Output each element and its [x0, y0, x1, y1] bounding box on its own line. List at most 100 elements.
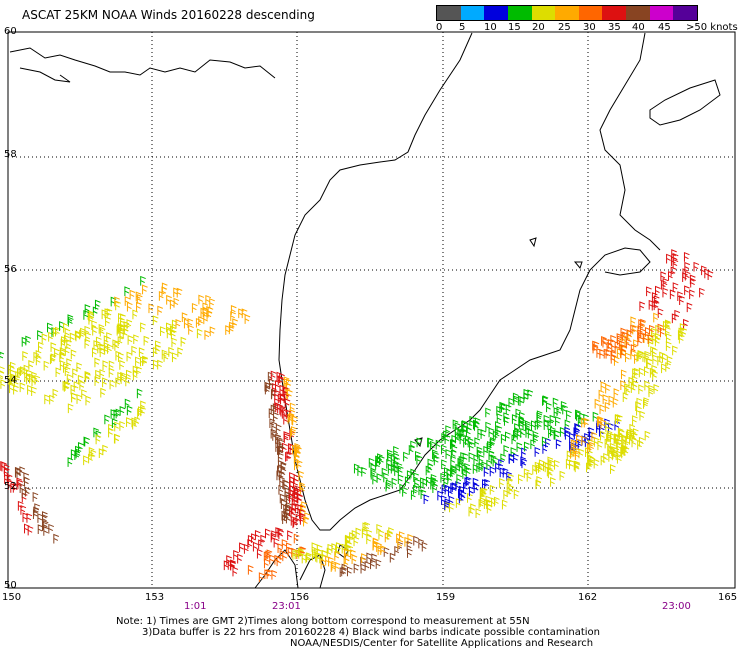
wind-barb [119, 360, 126, 370]
wind-barb [294, 446, 300, 457]
wind-barb [672, 282, 679, 292]
wind-barb [684, 261, 691, 272]
wind-barb [125, 376, 131, 387]
wind-barb [183, 318, 190, 329]
wind-barb [84, 304, 91, 314]
wind-barb [349, 532, 355, 542]
wind-barb [377, 453, 383, 464]
wind-barb [513, 453, 519, 464]
wind-barb [106, 308, 113, 318]
wind-barb [569, 459, 575, 470]
wind-barb [299, 512, 306, 523]
wind-barb [289, 402, 296, 413]
wind-barb [498, 459, 504, 469]
wind-barb [292, 492, 298, 502]
wind-barb [98, 324, 105, 334]
wind-barb [299, 482, 305, 492]
wind-barb [239, 542, 245, 553]
wind-barb [34, 374, 41, 385]
legend-tick: 35 [608, 22, 621, 33]
wind-barb [63, 322, 69, 333]
wind-barb [207, 306, 214, 317]
lat-label: 54 [4, 375, 17, 386]
wind-barb [171, 337, 178, 348]
legend-swatch [649, 6, 674, 20]
wind-barb [485, 407, 491, 418]
wind-barb [59, 347, 66, 357]
wind-barb [33, 351, 40, 362]
wind-barb [516, 429, 523, 440]
wind-barb [589, 441, 595, 452]
wind-barb [542, 461, 549, 472]
wind-barb [84, 338, 91, 349]
wind-barb [404, 476, 411, 487]
wind-barb [258, 572, 265, 582]
wind-barb [34, 503, 41, 513]
wind-barb [99, 369, 106, 379]
wind-barb [644, 327, 651, 337]
wind-barb [605, 383, 611, 394]
map-title: ASCAT 25KM NOAA Winds 20160228 descendin… [22, 8, 315, 22]
wind-barb [112, 339, 119, 350]
wind-barb [53, 533, 60, 544]
legend-tick: 45 [658, 22, 671, 33]
wind-barb [237, 553, 243, 564]
wind-barb [525, 427, 532, 438]
wind-barb [93, 427, 100, 438]
wind-barb [661, 363, 667, 374]
wind-barb [632, 415, 638, 425]
wind-barb [83, 309, 90, 320]
wind-barb [289, 472, 295, 482]
wind-barb [491, 497, 497, 508]
wind-barb [278, 445, 285, 455]
wind-barb [600, 381, 607, 392]
wind-barb [554, 459, 560, 470]
wind-barb [499, 478, 505, 488]
wind-barb [506, 487, 513, 497]
wind-barb [0, 379, 7, 389]
wind-barb [375, 559, 382, 569]
wind-barb [506, 478, 513, 489]
wind-barb [152, 315, 159, 326]
wind-barb [510, 447, 517, 457]
wind-barb [511, 414, 518, 424]
wind-barb [394, 545, 401, 556]
wind-barb [575, 409, 581, 420]
wind-barb [684, 285, 690, 296]
wind-barb [655, 285, 661, 296]
legend-swatch [578, 6, 603, 20]
wind-barb [169, 325, 176, 336]
wind-barb [100, 387, 106, 398]
wind-barb [383, 472, 389, 483]
wind-barb [286, 378, 292, 389]
wind-barb [102, 377, 108, 388]
wind-barb [632, 428, 639, 438]
wind-barb [385, 479, 392, 490]
wind-barb [588, 455, 594, 465]
wind-barb [270, 428, 277, 439]
wind-barb [689, 289, 695, 300]
wind-barb [639, 410, 646, 421]
wind-barb [393, 446, 399, 456]
wind-barb [225, 325, 231, 335]
wind-barb [555, 439, 562, 449]
wind-barb [622, 392, 629, 402]
wind-barb [43, 526, 50, 536]
wind-barb [59, 360, 66, 370]
wind-barb [516, 442, 523, 452]
wind-barb [99, 326, 106, 337]
wind-barb [660, 271, 667, 281]
wind-barb [180, 336, 187, 347]
lat-label: 52 [4, 481, 17, 492]
wind-barb [672, 345, 678, 356]
wind-barb [148, 303, 155, 314]
legend-tick: 25 [558, 22, 571, 33]
wind-barb [90, 449, 97, 460]
wind-barb [355, 527, 362, 538]
legend-color-bar [436, 5, 698, 21]
wind-barb [593, 458, 600, 469]
legend-swatch [460, 6, 485, 20]
wind-barb [136, 301, 142, 312]
wind-barb [372, 540, 379, 551]
wind-barb [296, 459, 303, 470]
